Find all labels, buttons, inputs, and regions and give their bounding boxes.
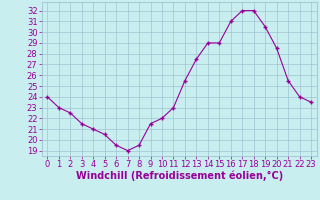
X-axis label: Windchill (Refroidissement éolien,°C): Windchill (Refroidissement éolien,°C) <box>76 171 283 181</box>
